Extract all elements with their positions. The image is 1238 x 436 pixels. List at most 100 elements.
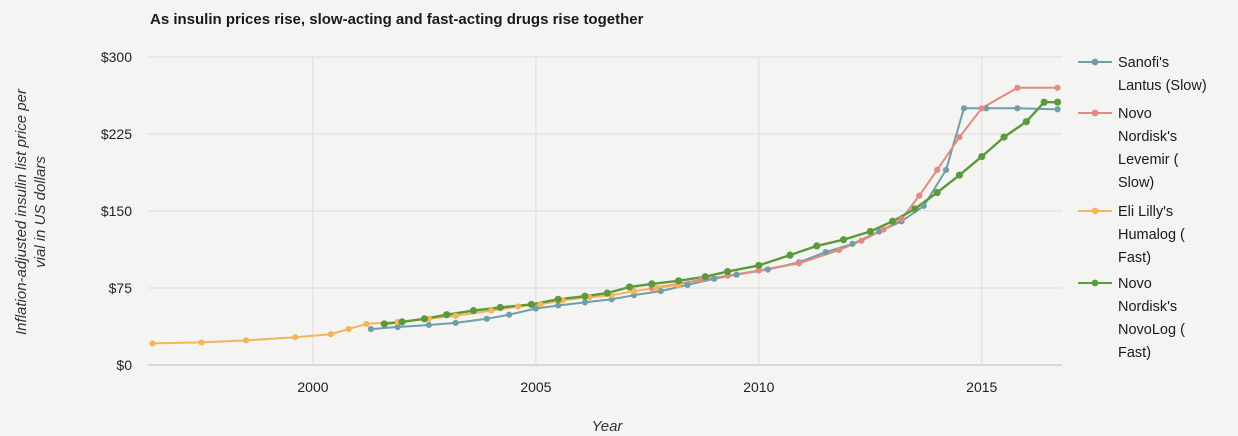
data-point-series-2 — [630, 287, 638, 295]
data-point-series-3 — [420, 315, 429, 323]
legend-swatch-marker — [1091, 207, 1099, 215]
data-point-series-2 — [292, 334, 299, 341]
data-point-series-0 — [483, 315, 490, 322]
legend-label: Sanofi's — [1118, 55, 1169, 71]
data-point-series-3 — [888, 217, 897, 225]
legend-label: Eli Lilly's — [1118, 204, 1173, 220]
data-point-series-0 — [367, 325, 375, 333]
data-point-series-3 — [625, 283, 634, 291]
data-point-series-3 — [755, 261, 763, 270]
data-point-series-0 — [942, 166, 950, 174]
data-point-series-2 — [345, 325, 352, 333]
data-point-series-0 — [532, 305, 539, 312]
data-point-series-0 — [1014, 105, 1021, 112]
x-tick-label: 2005 — [520, 379, 551, 395]
legend-label: Slow) — [1118, 175, 1154, 191]
data-point-series-1 — [1014, 84, 1021, 91]
data-point-series-0 — [581, 299, 589, 306]
data-point-series-2 — [149, 340, 156, 347]
x-axis-label: Year — [592, 418, 624, 435]
data-point-series-2 — [488, 307, 495, 314]
data-point-series-1 — [858, 237, 865, 244]
data-point-series-0 — [711, 275, 718, 282]
series-points — [149, 84, 1062, 347]
data-point-series-2 — [452, 312, 459, 319]
data-point-series-3 — [813, 242, 821, 250]
y-axis-label: Inflation-adjusted insulin list price pe… — [13, 88, 49, 335]
data-point-series-3 — [496, 303, 504, 312]
legend-label: Novo — [1118, 276, 1152, 292]
data-point-series-0 — [983, 105, 990, 112]
legend: Sanofi's Lantus (Slow) Novo Nordisk's Levemi… — [1078, 55, 1207, 361]
data-point-series-0 — [920, 202, 927, 209]
data-point-series-0 — [733, 271, 740, 278]
data-point-series-3 — [674, 277, 683, 285]
x-axis-ticks: 2000 2005 2010 2015 — [297, 379, 997, 395]
data-point-series-3 — [701, 273, 709, 281]
data-point-series-3 — [380, 320, 388, 328]
legend-label: Humalog ( — [1118, 227, 1185, 243]
legend-label: Nordisk's — [1118, 129, 1177, 145]
x-tick-label: 2000 — [297, 379, 328, 395]
data-point-series-3 — [469, 306, 478, 315]
data-point-series-2 — [363, 320, 370, 328]
data-point-series-3 — [554, 295, 562, 303]
data-point-series-3 — [1040, 98, 1048, 106]
data-point-series-1 — [880, 226, 887, 233]
y-tick-label: $225 — [101, 126, 132, 142]
y-tick-label: $300 — [101, 49, 132, 65]
y-axis-label-line-2: vial in US dollars — [32, 156, 49, 268]
data-point-series-3 — [581, 292, 589, 300]
data-point-series-0 — [506, 311, 513, 318]
data-point-series-1 — [978, 105, 985, 112]
data-point-series-3 — [911, 205, 919, 213]
data-point-series-0 — [452, 319, 459, 327]
gridlines — [148, 56, 1062, 366]
data-point-series-1 — [916, 192, 923, 199]
data-point-series-0 — [657, 287, 664, 295]
data-point-series-3 — [443, 311, 451, 319]
data-point-series-3 — [603, 289, 611, 297]
data-point-series-3 — [1000, 133, 1008, 141]
data-point-series-1 — [934, 166, 941, 174]
legend-label: Novo — [1118, 106, 1152, 122]
series-lines — [152, 86, 1058, 345]
legend-label: Levemir ( — [1118, 152, 1179, 168]
legend-label: NovoLog ( — [1118, 322, 1185, 338]
data-point-series-0 — [555, 302, 562, 309]
data-point-series-3 — [786, 251, 794, 259]
data-point-series-3 — [398, 318, 406, 326]
legend-swatch-marker — [1091, 58, 1099, 66]
data-point-series-3 — [978, 152, 986, 161]
data-point-series-2 — [653, 284, 660, 292]
data-point-series-3 — [955, 171, 964, 179]
y-tick-label: $75 — [109, 280, 133, 296]
data-point-series-1 — [898, 216, 905, 223]
data-point-series-0 — [849, 240, 856, 247]
data-point-series-3 — [1053, 98, 1062, 106]
legend-label: Lantus (Slow) — [1118, 78, 1207, 94]
data-point-series-0 — [1054, 106, 1061, 113]
data-point-series-1 — [956, 133, 963, 141]
y-axis-label-line-1: Inflation-adjusted insulin list price pe… — [13, 88, 30, 335]
series-line-0 — [370, 107, 1058, 331]
data-point-series-2 — [514, 303, 522, 310]
data-point-series-2 — [242, 337, 250, 344]
data-point-series-1 — [1054, 84, 1061, 91]
data-point-series-0 — [764, 266, 771, 273]
y-tick-label: $0 — [116, 357, 132, 373]
legend-swatch-marker — [1091, 109, 1099, 117]
data-point-series-3 — [1022, 118, 1030, 126]
y-tick-label: $150 — [101, 203, 132, 219]
legend-label: Nordisk's — [1118, 299, 1177, 315]
chart-title: As insulin prices rise, slow-acting and … — [150, 11, 644, 28]
data-point-series-0 — [394, 323, 401, 331]
y-axis-ticks: $0 $75 $150 $225 $300 — [101, 49, 132, 373]
data-point-series-0 — [684, 281, 691, 289]
data-point-series-3 — [724, 267, 732, 276]
data-point-series-0 — [822, 248, 829, 256]
x-tick-label: 2015 — [966, 379, 997, 395]
legend-swatch-marker — [1091, 279, 1099, 287]
data-point-series-1 — [835, 246, 843, 254]
